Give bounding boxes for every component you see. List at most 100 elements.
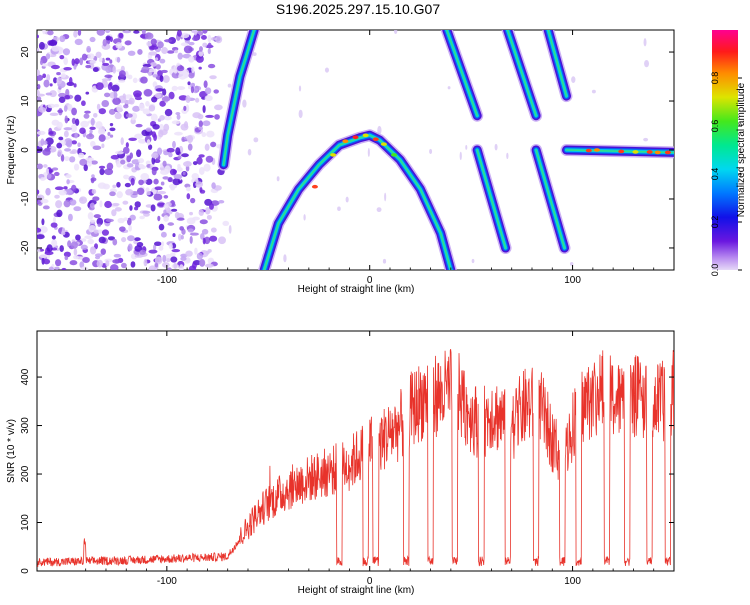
noise-speck bbox=[367, 147, 370, 157]
track-hotspot bbox=[664, 150, 671, 155]
noise-blob bbox=[205, 155, 214, 163]
noise-blob bbox=[37, 163, 43, 170]
noise-blob bbox=[74, 38, 83, 46]
noise-blob bbox=[139, 165, 146, 170]
noise-blob bbox=[199, 259, 206, 267]
noise-blob bbox=[78, 196, 88, 204]
noise-speck bbox=[252, 52, 257, 57]
noise-blob bbox=[39, 254, 49, 258]
snr-xtick-label: 100 bbox=[564, 576, 581, 587]
noise-blob bbox=[159, 123, 164, 131]
noise-blob bbox=[178, 233, 182, 241]
noise-blob bbox=[77, 142, 81, 148]
noise-blob bbox=[63, 186, 68, 190]
noise-blob bbox=[45, 168, 50, 175]
noise-blob bbox=[115, 42, 123, 49]
noise-blob bbox=[172, 140, 176, 149]
noise-blob bbox=[125, 189, 134, 196]
noise-blob bbox=[124, 40, 132, 46]
noise-blob bbox=[130, 177, 135, 186]
noise-blob bbox=[131, 116, 136, 121]
noise-blob bbox=[201, 228, 209, 235]
noise-blob bbox=[185, 250, 193, 257]
noise-blob bbox=[50, 64, 60, 70]
noise-blob bbox=[181, 108, 188, 115]
noise-blob bbox=[69, 260, 78, 266]
noise-speck bbox=[429, 148, 433, 155]
noise-blob bbox=[138, 103, 145, 111]
noise-blob bbox=[42, 148, 51, 156]
noise-blob bbox=[92, 67, 99, 73]
noise-blob bbox=[98, 57, 103, 63]
noise-blob bbox=[67, 104, 73, 110]
track-diagonal-4 bbox=[535, 149, 566, 249]
noise-blob bbox=[192, 261, 197, 269]
noise-blob bbox=[105, 218, 114, 223]
noise-blob bbox=[131, 159, 141, 165]
noise-blob bbox=[86, 45, 92, 53]
noise-blob bbox=[162, 176, 169, 180]
noise-blob bbox=[58, 96, 66, 103]
noise-blob bbox=[191, 172, 199, 180]
noise-blob bbox=[134, 254, 144, 258]
noise-blob bbox=[147, 70, 152, 77]
noise-blob bbox=[154, 256, 163, 265]
noise-blob bbox=[150, 204, 156, 212]
noise-blob bbox=[186, 186, 191, 192]
noise-blob bbox=[74, 132, 78, 139]
noise-blob bbox=[182, 171, 186, 176]
noise-blob bbox=[137, 49, 143, 55]
noise-blob bbox=[148, 104, 156, 112]
noise-blob bbox=[198, 120, 203, 128]
noise-blob bbox=[210, 141, 217, 148]
noise-blob bbox=[118, 32, 124, 39]
noise-blob bbox=[85, 91, 90, 95]
noise-blob bbox=[78, 152, 85, 158]
noise-speck bbox=[283, 254, 287, 263]
noise-blob bbox=[151, 131, 157, 138]
noise-blob bbox=[167, 267, 172, 270]
noise-blob bbox=[160, 231, 167, 238]
noise-blob bbox=[92, 145, 102, 151]
noise-blob bbox=[174, 211, 180, 219]
noise-blob bbox=[199, 219, 208, 225]
noise-speck bbox=[506, 152, 509, 160]
noise-blob bbox=[194, 247, 198, 255]
noise-blob bbox=[101, 78, 110, 82]
noise-blob bbox=[49, 148, 57, 153]
noise-blob bbox=[171, 208, 178, 212]
noise-blob bbox=[195, 181, 203, 188]
noise-blob bbox=[81, 100, 86, 107]
noise-speck bbox=[447, 86, 451, 90]
noise-blob bbox=[89, 202, 95, 209]
noise-blob bbox=[51, 235, 56, 240]
noise-blob bbox=[37, 48, 40, 52]
noise-blob bbox=[159, 100, 166, 107]
noise-blob bbox=[124, 94, 133, 99]
noise-blob bbox=[110, 264, 119, 270]
noise-blob bbox=[96, 30, 105, 36]
noise-blob bbox=[187, 143, 193, 151]
noise-blob bbox=[211, 182, 216, 190]
noise-blob bbox=[37, 96, 42, 102]
noise-blob bbox=[134, 201, 141, 208]
noise-blob bbox=[206, 130, 215, 138]
colorbar-tick-label: 0.4 bbox=[710, 168, 720, 181]
noise-blob bbox=[37, 130, 46, 136]
noise-blob bbox=[171, 71, 181, 79]
noise-blob bbox=[59, 35, 66, 43]
noise-blob bbox=[129, 205, 133, 211]
noise-blob bbox=[162, 88, 167, 96]
noise-blob bbox=[181, 153, 189, 158]
spectrogram-ytick-label: 20 bbox=[20, 46, 31, 58]
noise-blob bbox=[143, 89, 153, 97]
noise-blob bbox=[105, 260, 110, 267]
noise-blob bbox=[69, 199, 77, 206]
spectrogram-ytick-label: -10 bbox=[20, 191, 31, 206]
noise-blob bbox=[186, 135, 194, 143]
noise-blob bbox=[57, 109, 64, 113]
noise-blob bbox=[191, 82, 195, 87]
noise-blob bbox=[63, 199, 71, 208]
noise-blob bbox=[209, 203, 214, 210]
noise-blob bbox=[119, 226, 126, 232]
